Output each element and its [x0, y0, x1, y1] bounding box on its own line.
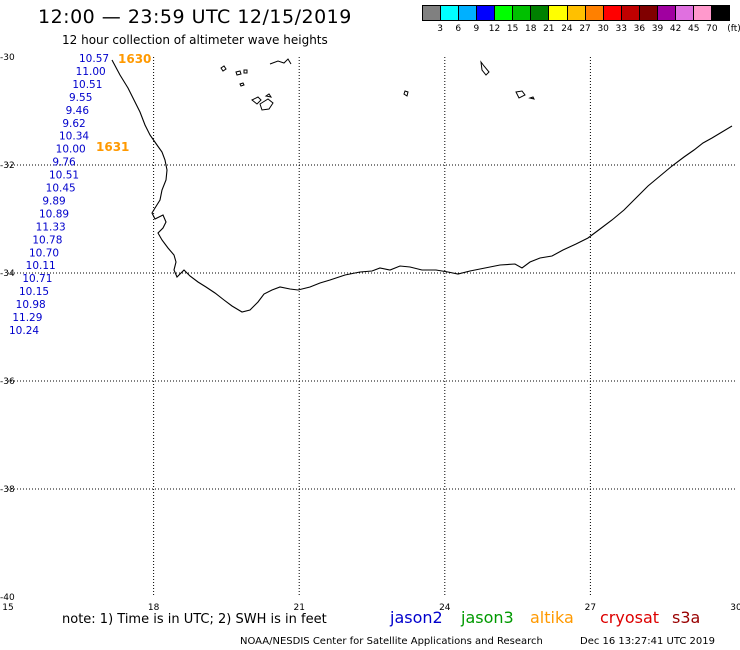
- swh-value: 10.51: [72, 79, 102, 91]
- swh-value: 10.24: [9, 325, 39, 337]
- legend-label: 30: [597, 24, 609, 34]
- legend-swatch: [459, 6, 478, 20]
- footer-note: note: 1) Time is in UTC; 2) SWH is in fe…: [62, 612, 327, 627]
- legend-swatch: [712, 6, 730, 20]
- track-time-label: 1631: [96, 140, 129, 154]
- legend-swatch: [513, 6, 532, 20]
- legend-swatch: [441, 6, 460, 20]
- legend-swatch: [567, 6, 586, 20]
- legend-label: 36: [633, 24, 646, 34]
- legend-swatch: [585, 6, 604, 20]
- credit-text: NOAA/NESDIS Center for Satellite Applica…: [240, 636, 543, 647]
- swh-value: 9.46: [66, 105, 90, 117]
- swh-value: 11.33: [36, 221, 66, 233]
- legend-swatch: [423, 6, 442, 20]
- legend-label: 33: [615, 24, 628, 34]
- graticule: [8, 57, 736, 597]
- satellite-label-jason2: jason2: [390, 608, 443, 627]
- coastline: [111, 59, 733, 313]
- legend-label: 39: [651, 24, 664, 34]
- legend-swatch: [495, 6, 514, 20]
- swh-value: 9.89: [42, 195, 65, 207]
- latitude-tick-label: -36: [0, 377, 15, 387]
- page-title: 12:00 — 23:59 UTC 12/15/2019: [38, 6, 352, 28]
- legend-swatch: [477, 6, 496, 20]
- swh-value: 10.11: [26, 260, 56, 272]
- swh-value: 10.70: [29, 247, 59, 259]
- swh-value-track: 10.5711.0010.519.559.469.6210.3410.009.7…: [9, 53, 109, 337]
- latitude-tick-label: -40: [0, 593, 15, 603]
- latitude-tick-label: -32: [0, 161, 15, 171]
- legend-swatch: [531, 6, 550, 20]
- longitude-tick-label: 30: [730, 603, 740, 613]
- satellite-label-cryosat: cryosat: [600, 608, 660, 627]
- wave-height-color-legend: 3 6 9 12 15 18 21 24 27 30 33 36 39 42 45 70 (ft): [422, 5, 740, 35]
- legend-swatch: [675, 6, 694, 20]
- legend-swatch: [693, 6, 712, 20]
- legend-label: 12: [488, 24, 501, 34]
- legend-swatch: [549, 6, 568, 20]
- swh-value: 10.89: [39, 208, 69, 220]
- legend-labels: 3 6 9 12 15 18 21 24 27 30 33 36 39 42 45 70 (ft): [422, 21, 740, 35]
- latitude-tick-label: -34: [0, 269, 15, 279]
- satellite-label-altika: altika: [530, 608, 574, 627]
- generated-timestamp: Dec 16 13:27:41 UTC 2019: [580, 636, 715, 647]
- swh-value: 10.00: [56, 144, 86, 156]
- legend-label: 70: [706, 24, 718, 34]
- longitude-tick-label: 27: [585, 603, 596, 613]
- legend-label: 6: [455, 24, 462, 34]
- swh-value: 10.78: [32, 234, 62, 246]
- swh-value: 9.62: [62, 118, 85, 130]
- swh-value: 11.29: [12, 312, 42, 324]
- swh-value: 10.98: [16, 299, 46, 311]
- legend-swatch: [657, 6, 676, 20]
- swh-value: 9.76: [52, 157, 76, 169]
- legend-label: 27: [579, 24, 591, 34]
- legend-label: 15: [506, 24, 519, 34]
- swh-value: 10.45: [46, 183, 76, 195]
- swh-value: 10.57: [79, 53, 109, 65]
- legend-label: 3: [437, 24, 443, 34]
- latitude-labels: -30 -32 -34 -36 -38 -40: [0, 53, 15, 603]
- swh-value: 10.51: [49, 170, 79, 182]
- longitude-tick-label: 15: [2, 603, 13, 613]
- longitude-tick-label: 18: [148, 603, 160, 613]
- satellite-label-jason3: jason3: [461, 608, 514, 627]
- islands: [220, 58, 535, 111]
- track-time-label: 1630: [118, 52, 151, 66]
- legend-swatch: [603, 6, 622, 20]
- legend-label: 9: [473, 24, 480, 34]
- legend-swatch: [639, 6, 658, 20]
- swh-value: 10.71: [22, 273, 52, 285]
- swh-value: 9.55: [69, 92, 92, 104]
- legend-swatch: [621, 6, 640, 20]
- swh-value: 10.34: [59, 131, 89, 143]
- swh-value: 11.00: [76, 66, 106, 78]
- latitude-tick-label: -38: [0, 485, 15, 495]
- longitude-tick-label: 21: [293, 603, 304, 613]
- page-subtitle: 12 hour collection of altimeter wave hei…: [62, 33, 328, 47]
- longitude-labels: 15 18 21 24 27 30: [2, 603, 740, 613]
- legend-label: 45: [688, 24, 700, 34]
- legend-label: 21: [543, 24, 555, 34]
- latitude-tick-label: -30: [0, 53, 15, 63]
- legend-unit: (ft): [727, 24, 740, 34]
- legend-color-bar: [422, 5, 730, 21]
- legend-label: 18: [524, 24, 537, 34]
- swh-value: 10.15: [19, 286, 49, 298]
- legend-label: 24: [561, 24, 573, 34]
- satellite-label-s3a: s3a: [672, 608, 701, 627]
- legend-label: 42: [669, 24, 682, 34]
- longitude-tick-label: 24: [439, 603, 451, 613]
